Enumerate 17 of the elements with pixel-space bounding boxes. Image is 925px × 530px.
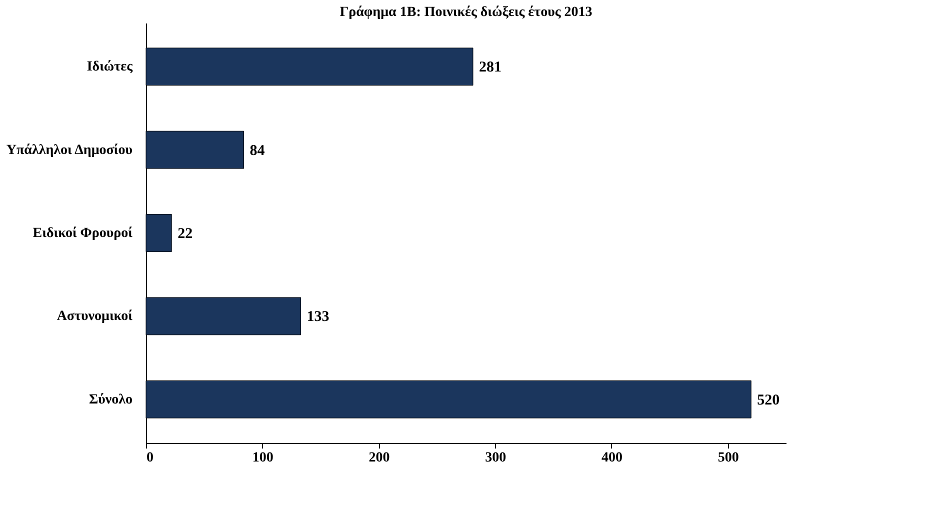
x-tick-label: 400 bbox=[601, 450, 622, 466]
x-tick-label: 0 bbox=[146, 450, 154, 466]
x-tick-label: 500 bbox=[718, 450, 739, 466]
chart-title: Γράφημα 1Β: Ποινικές διώξεις έτους 2013 bbox=[340, 5, 592, 20]
data-label: 22 bbox=[178, 226, 193, 242]
y-tick-label: Υπάλληλοι Δημοσίου bbox=[6, 142, 132, 158]
data-label: 281 bbox=[478, 60, 502, 76]
y-tick-label: Σύνολο bbox=[88, 392, 132, 408]
data-label: 520 bbox=[757, 392, 780, 408]
x-tick-label: 100 bbox=[252, 450, 274, 466]
y-tick-label: Αστυνομικοί bbox=[56, 309, 134, 324]
x-tick-label: 300 bbox=[485, 450, 506, 466]
data-label: 133 bbox=[306, 309, 330, 326]
data-label: 84 bbox=[250, 142, 266, 159]
y-tick-label: Ιδιώτες bbox=[86, 60, 134, 75]
x-tick-label: 200 bbox=[368, 450, 390, 466]
y-tick-label: Ειδικοί Φρουροί bbox=[32, 226, 134, 241]
